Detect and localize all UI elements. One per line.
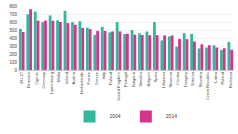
svg-text:Czech Republic: Czech Republic xyxy=(205,72,210,100)
svg-text:Cyprus: Cyprus xyxy=(34,72,39,85)
svg-text:Poland: Poland xyxy=(220,72,225,84)
svg-text:Slovakia: Slovakia xyxy=(198,71,203,87)
svg-text:Croatia: Croatia xyxy=(175,71,180,85)
svg-text:Italy: Italy xyxy=(101,72,106,79)
svg-text:700: 700 xyxy=(9,12,17,17)
svg-text:0: 0 xyxy=(14,68,17,73)
svg-text:Hungary: Hungary xyxy=(183,72,188,87)
svg-text:Ireland: Ireland xyxy=(64,72,69,84)
svg-text:2004: 2004 xyxy=(110,113,121,119)
svg-text:800: 800 xyxy=(9,4,17,9)
svg-text:Malta: Malta xyxy=(56,71,61,82)
svg-text:400: 400 xyxy=(9,36,17,41)
svg-text:200: 200 xyxy=(9,52,17,57)
svg-text:600: 600 xyxy=(9,20,17,25)
svg-text:France: France xyxy=(86,71,91,84)
svg-text:Luxembourg: Luxembourg xyxy=(49,72,54,94)
svg-text:Finland: Finland xyxy=(108,72,113,85)
svg-text:Latvia: Latvia xyxy=(213,71,218,82)
svg-text:Romania: Romania xyxy=(228,71,233,88)
svg-text:2014: 2014 xyxy=(166,113,177,119)
svg-text:500: 500 xyxy=(9,28,17,33)
svg-text:Austria: Austria xyxy=(71,71,76,84)
svg-text:300: 300 xyxy=(9,44,17,49)
svg-text:Portugal: Portugal xyxy=(123,72,128,87)
svg-text:100: 100 xyxy=(9,60,17,65)
svg-text:Denmark: Denmark xyxy=(26,72,31,88)
svg-text:Estonia: Estonia xyxy=(190,71,195,85)
svg-text:Slovenia: Slovenia xyxy=(168,71,173,87)
svg-text:Bulgaria: Bulgaria xyxy=(131,71,136,86)
svg-text:Germany: Germany xyxy=(41,72,46,88)
svg-text:Netherlands: Netherlands xyxy=(79,72,84,94)
svg-text:Greece: Greece xyxy=(94,71,99,85)
svg-text:Sweden: Sweden xyxy=(138,72,143,86)
svg-text:Belgium: Belgium xyxy=(146,71,151,86)
svg-text:EU-27: EU-27 xyxy=(19,71,24,83)
svg-text:Spain: Spain xyxy=(153,72,158,82)
svg-text:United Kingdom: United Kingdom xyxy=(116,71,121,100)
svg-text:Lithuania: Lithuania xyxy=(161,71,166,88)
